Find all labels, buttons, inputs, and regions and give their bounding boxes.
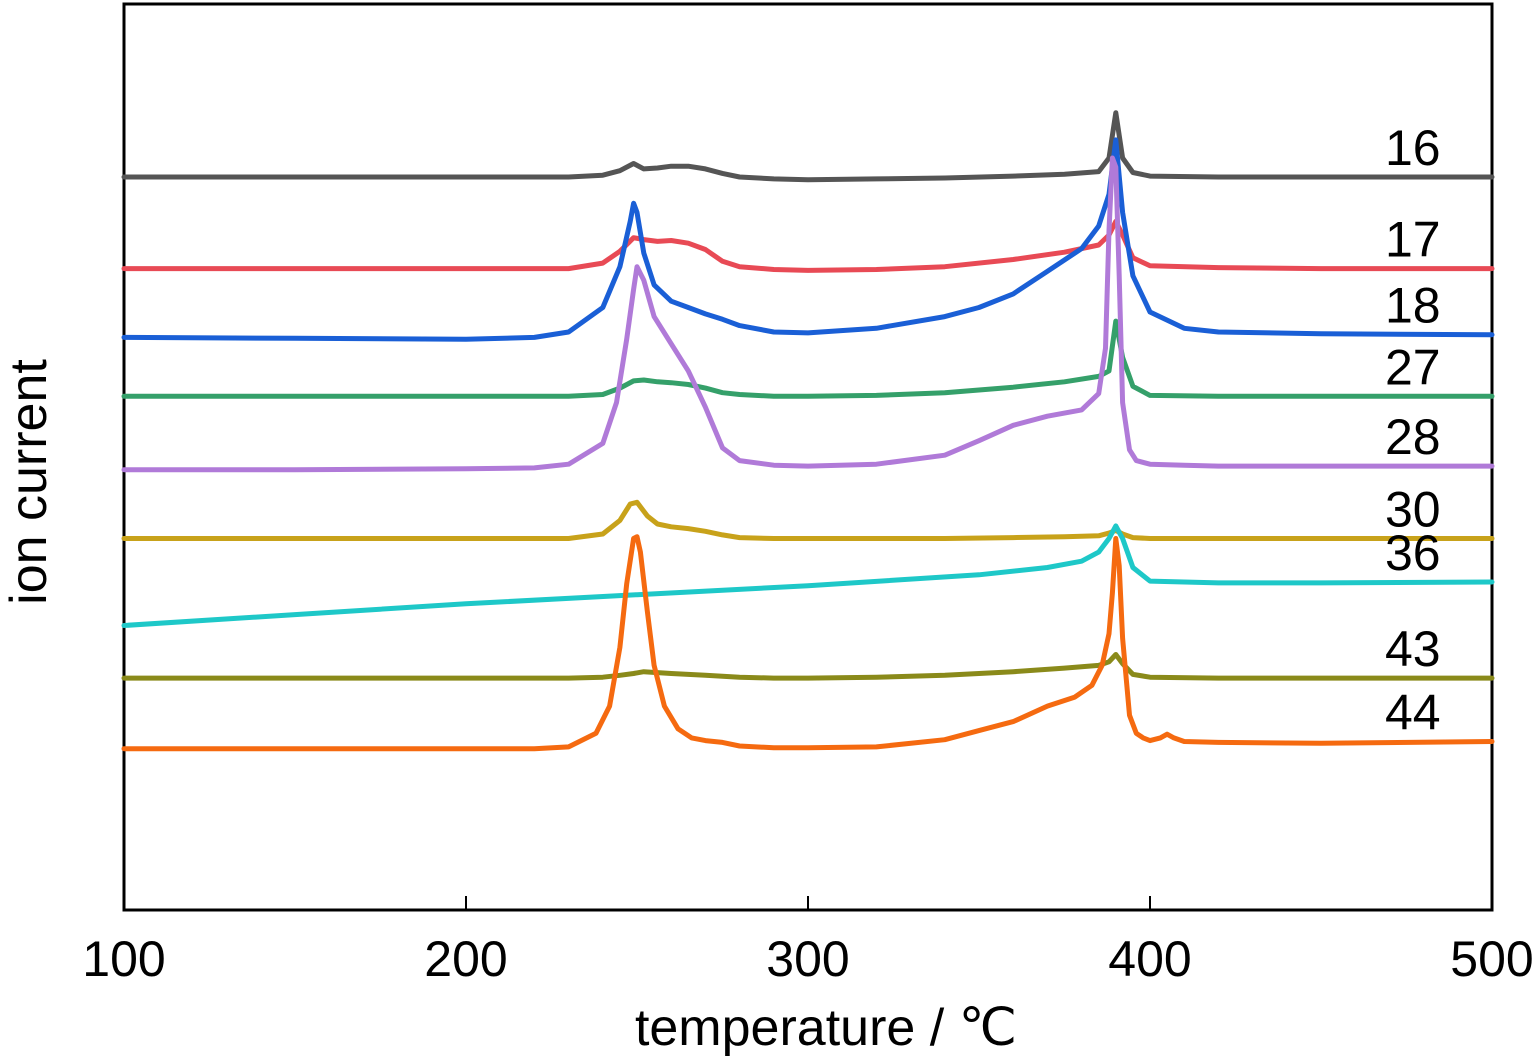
series-label-30: 30 xyxy=(1385,482,1441,538)
series-label-44: 44 xyxy=(1385,685,1441,741)
plot-frame xyxy=(122,2,1494,912)
series-line-18 xyxy=(121,137,1495,342)
x-tick-label: 400 xyxy=(1108,931,1191,987)
y-axis-label: ion current xyxy=(0,359,58,605)
x-tick-label: 100 xyxy=(82,931,165,987)
x-tick-label: 500 xyxy=(1450,931,1533,987)
series-line-30 xyxy=(121,499,1495,541)
series-label-28: 28 xyxy=(1385,409,1441,465)
series-label-17: 17 xyxy=(1385,212,1441,268)
x-tick-label: 300 xyxy=(766,931,849,987)
series-line-28 xyxy=(121,155,1495,473)
series-label-18: 18 xyxy=(1385,278,1441,334)
x-tick-label: 200 xyxy=(424,931,507,987)
series-line-16 xyxy=(121,110,1495,183)
series-label-16: 16 xyxy=(1385,120,1441,176)
series-line-43 xyxy=(121,652,1495,681)
series-label-43: 43 xyxy=(1385,621,1441,677)
series-label-36: 36 xyxy=(1385,525,1441,581)
series-line-17 xyxy=(121,218,1495,273)
x-axis-ticks: 100 200 300 400 500 xyxy=(82,896,1534,987)
x-axis-label: temperature / ℃ xyxy=(635,999,1017,1057)
series-line-36 xyxy=(121,523,1495,628)
series-group xyxy=(121,110,1495,752)
series-line-44 xyxy=(121,534,1495,752)
series-label-27: 27 xyxy=(1385,339,1441,395)
